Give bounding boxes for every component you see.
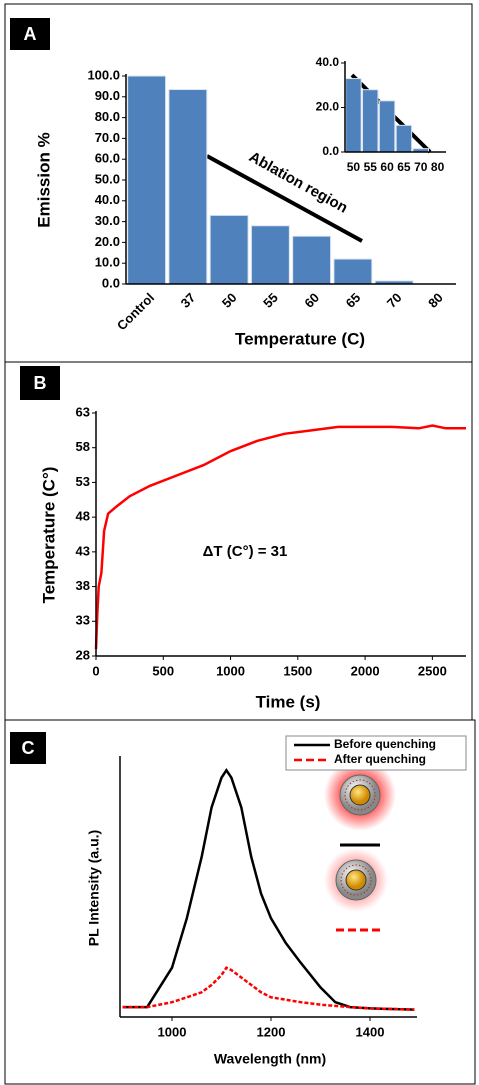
panel-border [4,719,476,1085]
bar [292,235,332,285]
x-tick-label: 55 [260,290,281,311]
y-tick-label: 90.0 [95,88,120,103]
annotation: ΔT (C°) = 31 [203,543,288,560]
panel-label-box [20,366,60,400]
panel-label: B [34,373,47,393]
x-tick-label: 70 [384,290,405,311]
x-tick-label: 1000 [158,1024,187,1039]
x-tick-label: 80 [425,290,446,311]
x-tick-label: 1400 [356,1024,385,1039]
bar [345,78,362,153]
y-tick-label: 0.0 [322,144,339,158]
bar [378,100,396,153]
panel-label-box [10,18,50,50]
x-tick-label: 80 [431,160,445,174]
y-tick-label: 40.0 [95,192,120,207]
y-axis-label: PL Intensity (a.u.) [86,830,102,946]
line [94,424,466,650]
particle-bright [324,759,396,847]
y-tick-label: 20.0 [316,100,340,114]
panel-border [4,3,473,363]
x-tick-label: 1500 [283,663,312,678]
x-tick-label: 1000 [216,663,245,678]
y-tick-label: 43 [76,543,90,558]
y-tick-label: 50.0 [95,171,120,186]
legend-label: Before quenching [334,737,436,751]
y-tick-label: 48 [76,509,90,524]
bar [168,89,208,285]
bar [250,225,290,285]
y-tick-label: 40.0 [316,55,340,69]
y-tick-label: 60.0 [95,151,120,166]
x-tick-label: 50 [219,290,240,311]
y-tick-label: 63 [76,404,90,419]
legend-box [285,735,467,771]
line [122,768,415,1011]
panel-label-box [10,732,46,764]
x-tick-label: 70 [414,160,428,174]
x-tick-label: 1200 [257,1024,286,1039]
legend-label: After quenching [334,752,426,766]
y-tick-label: 100.0 [87,67,120,82]
bar [333,258,373,285]
y-tick-label: 10.0 [95,255,120,270]
y-tick-label: 33 [76,613,90,628]
y-tick-label: 70.0 [95,130,120,145]
x-tick-label: 65 [343,290,364,311]
x-tick-label: 65 [397,160,411,174]
panel-label: C [22,738,35,758]
x-tick-label: 0 [92,663,99,678]
x-tick-label: 500 [152,663,174,678]
x-tick-label: Control [114,290,157,333]
x-tick-label: 55 [364,160,378,174]
bar [209,214,249,285]
y-tick-label: 58 [76,439,90,454]
y-tick-label: 30.0 [95,213,120,228]
x-tick-label: 60 [380,160,394,174]
y-tick-label: 20.0 [95,234,120,249]
x-axis-label: Time (s) [256,692,321,711]
panel-label: A [24,24,37,44]
x-axis-label: Wavelength (nm) [214,1051,326,1067]
y-axis-label: Temperature (C°) [39,467,58,604]
y-tick-label: 80.0 [95,109,120,124]
x-tick-label: 50 [347,160,361,174]
y-tick-label: 28 [76,647,90,662]
x-tick-label: 2000 [351,663,380,678]
ablation-line [206,154,363,243]
x-axis-label: Temperature (C) [235,329,365,348]
x-tick-label: 2500 [418,663,447,678]
bar [395,124,413,153]
bar [362,89,379,153]
y-tick-label: 38 [76,578,90,593]
line [122,966,415,1011]
y-axis-label: Emission % [34,132,53,227]
particle-dim [324,848,388,932]
x-tick-label: 60 [301,290,322,311]
y-tick-label: 0.0 [102,275,120,290]
y-tick-label: 53 [76,474,90,489]
bar [127,75,167,285]
x-tick-label: 37 [178,290,199,311]
